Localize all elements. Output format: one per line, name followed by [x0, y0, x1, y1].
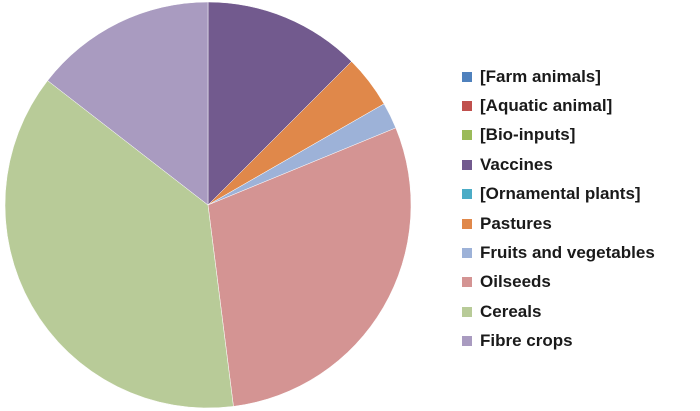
pie-slice-cereals	[4, 80, 234, 409]
legend-label: Oilseeds	[480, 272, 551, 292]
legend-item-cereals: Cereals	[462, 297, 655, 326]
pie-slice-vaccines	[207, 1, 352, 206]
legend-label: Vaccines	[480, 154, 553, 174]
legend-swatch	[462, 101, 472, 112]
legend-label: Cereals	[480, 301, 542, 321]
legend-item-vaccines: Vaccines	[462, 150, 655, 179]
legend-swatch	[462, 277, 472, 288]
legend-swatch	[462, 159, 472, 170]
legend-label: Fruits and vegetables	[480, 243, 655, 263]
legend-label: [Aquatic animal]	[480, 96, 613, 116]
pie-slice-oilseeds	[207, 127, 412, 407]
legend-item-ornamental-plants: [Ornamental plants]	[462, 180, 655, 209]
legend-swatch	[462, 189, 472, 200]
legend-swatch	[462, 71, 472, 82]
legend-item-fibre-crops: Fibre crops	[462, 327, 655, 356]
legend-swatch	[462, 248, 472, 259]
legend-item-fruits-and-vegetables: Fruits and vegetables	[462, 238, 655, 267]
legend-item-pastures: Pastures	[462, 209, 655, 238]
legend-label: [Farm animals]	[480, 66, 601, 86]
legend-item-oilseeds: Oilseeds	[462, 268, 655, 297]
legend-item-aquatic-animal: [Aquatic animal]	[462, 91, 655, 120]
legend-swatch	[462, 130, 472, 141]
legend-swatch	[462, 218, 472, 229]
legend-item-farm-animals: [Farm animals]	[462, 62, 655, 91]
legend-label: Fibre crops	[480, 331, 573, 351]
legend: [Farm animals] [Aquatic animal] [Bio-inp…	[462, 62, 655, 356]
legend-label: [Ornamental plants]	[480, 184, 641, 204]
legend-label: Pastures	[480, 213, 552, 233]
pie-plot	[4, 1, 412, 409]
legend-swatch	[462, 336, 472, 347]
legend-swatch	[462, 306, 472, 317]
legend-item-bio-inputs: [Bio-inputs]	[462, 121, 655, 150]
legend-label: [Bio-inputs]	[480, 125, 576, 145]
pie-slice-fibre-crops	[47, 1, 209, 206]
